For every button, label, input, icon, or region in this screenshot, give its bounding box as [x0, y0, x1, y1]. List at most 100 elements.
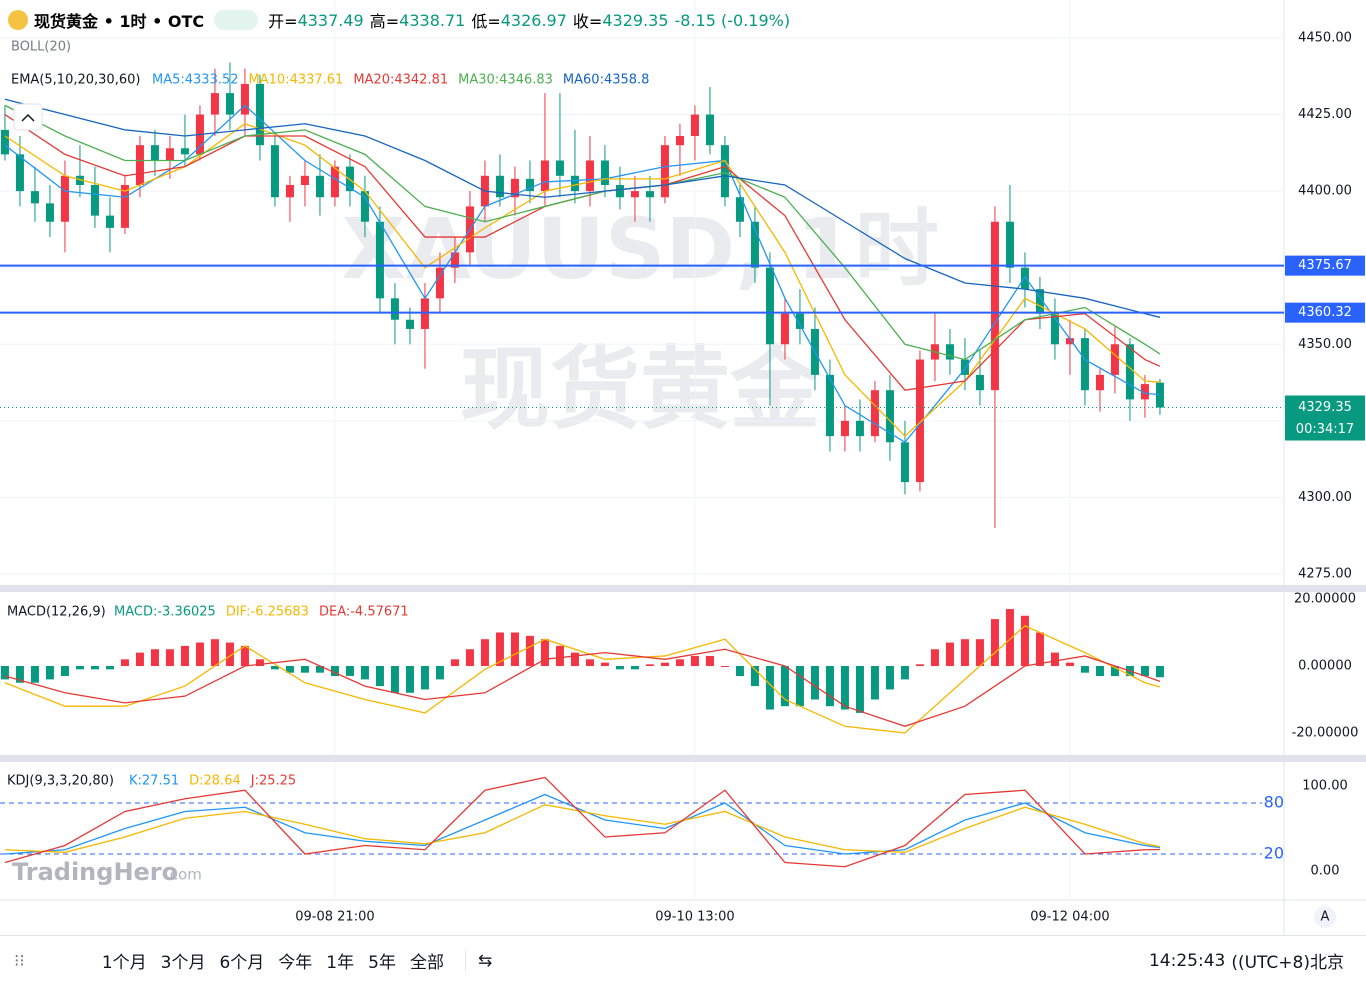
x-tick-label: 09-12 04:00 [1030, 910, 1109, 925]
legend-entry: MA30:4346.83 [458, 73, 553, 88]
watermark: 现货黄金 [460, 337, 821, 442]
price-label-bg [1285, 302, 1365, 323]
histogram-bar [0, 665, 9, 680]
y-tick-label: 100.00 [1302, 778, 1348, 793]
indicator-label: KDJ(9,3,3,20,80) [7, 774, 114, 789]
range-button[interactable]: 5年 [368, 953, 396, 973]
candle-body [1050, 313, 1059, 345]
candle-body [840, 420, 849, 437]
candle-body [120, 184, 129, 228]
candle-body [60, 175, 69, 222]
candle-body [960, 359, 969, 375]
candle-body [780, 313, 789, 345]
drag-handle[interactable]: ⁝⁝ [14, 950, 25, 971]
histogram-bar [60, 665, 69, 677]
histogram-bar [225, 642, 234, 666]
range-button[interactable]: 1年 [326, 953, 355, 973]
histogram-bar [795, 665, 804, 707]
histogram-bar [855, 665, 864, 713]
indicator-label: BOLL(20) [11, 40, 71, 55]
compare-icon[interactable]: ⇆ [464, 950, 492, 971]
range-button[interactable]: 全部 [409, 953, 444, 973]
candle-body [915, 359, 924, 483]
band-label: 80 [1264, 792, 1284, 811]
histogram-bar [90, 665, 99, 670]
candle-body [900, 442, 909, 483]
indicator-line [4, 648, 1161, 727]
range-button[interactable]: 今年 [278, 953, 313, 973]
x-tick-label: 09-08 21:00 [295, 910, 374, 925]
y-tick-label: -20.00000 [1292, 725, 1359, 740]
candle-body [0, 129, 9, 155]
open-value: 4337.49 [297, 10, 364, 30]
histogram-bar [150, 649, 159, 666]
histogram-bar [1035, 632, 1044, 666]
scale-mode-button[interactable] [1314, 906, 1336, 928]
histogram-bar [405, 665, 414, 693]
candle-body [615, 184, 624, 198]
candle-body [1005, 221, 1014, 268]
histogram-bar [165, 649, 174, 666]
candle-body [825, 374, 834, 437]
candle-body [990, 221, 999, 391]
histogram-bar [15, 665, 24, 683]
histogram-bar [285, 665, 294, 673]
histogram-bar [390, 665, 399, 693]
candle-body [255, 83, 264, 146]
chart: XAUUSD, 1时 现货黄金 09-08 21:00 09-10 13:00 09… [0, 0, 1366, 935]
range-button[interactable]: 3个月 [160, 953, 206, 973]
range-button[interactable]: 6个月 [219, 953, 265, 973]
candle-body [1020, 267, 1029, 290]
close-label: 收= [572, 12, 603, 31]
legend-entry: K:27.51 [129, 774, 179, 789]
indicator-line [4, 98, 1161, 318]
candle-body [210, 93, 219, 115]
range-button[interactable]: 1个月 [101, 953, 147, 973]
indicator-label: MACD(12,26,9) [7, 605, 106, 620]
y-tick-label: 0.00000 [1298, 658, 1352, 673]
indicator-line [4, 776, 1160, 868]
histogram-bar [495, 632, 504, 666]
histogram-bar [1155, 665, 1164, 678]
histogram-bar [900, 665, 909, 680]
candle-body [855, 420, 864, 437]
histogram-bar [1005, 609, 1014, 666]
histogram-bar [945, 642, 954, 666]
candle-body [705, 114, 714, 146]
close-value: 4329.35 [602, 10, 669, 30]
price-label: 4375.67 [1298, 258, 1352, 273]
candle-body [450, 252, 459, 268]
candle-body [45, 203, 54, 222]
histogram-bar [45, 665, 54, 680]
collapse-button[interactable] [13, 103, 43, 131]
candle-body [180, 148, 189, 155]
histogram-bar [810, 665, 819, 700]
candle-body [750, 221, 759, 268]
histogram-bar [705, 655, 714, 666]
last-price-bg [1285, 395, 1365, 441]
histogram-bar [210, 639, 219, 666]
histogram-bar [450, 659, 459, 666]
histogram-bar [1065, 662, 1074, 666]
legend-entry: D:28.64 [189, 774, 241, 789]
status-pill[interactable] [214, 10, 259, 30]
candle-body [1125, 344, 1134, 400]
histogram-bar [600, 662, 609, 666]
y-tick-label: 4450.00 [1298, 30, 1352, 45]
low-label: 低= [471, 12, 501, 31]
scale-mode[interactable]: A [1321, 910, 1330, 925]
histogram-bar [330, 665, 339, 677]
timezone[interactable]: ((UTC+8)北京 [1231, 953, 1344, 973]
histogram-bar [975, 639, 984, 666]
candle-body [105, 215, 114, 228]
histogram-bar [915, 664, 924, 666]
symbol-icon [8, 10, 28, 30]
legend-entry: MA5:4333.52 [152, 73, 239, 88]
legend-entry: MA60:4358.8 [563, 73, 650, 88]
histogram-bar [120, 659, 129, 666]
histogram-bar [960, 639, 969, 666]
candle-body [225, 93, 234, 115]
y-tick-label: 0.00 [1311, 864, 1340, 879]
logo-suffix: .com [165, 866, 202, 884]
